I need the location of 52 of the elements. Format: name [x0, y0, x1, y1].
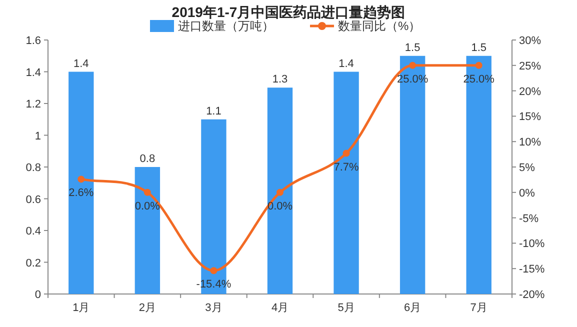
data-label: 1.1	[206, 105, 222, 118]
y2-tick-label: -20%	[519, 289, 545, 301]
point	[276, 188, 284, 196]
data-label: 1.5	[471, 42, 487, 54]
point	[144, 188, 151, 196]
y-tick-label: 1	[34, 130, 41, 142]
data-label: 1.5	[404, 42, 420, 54]
bar	[68, 72, 94, 294]
x-tick-label: 5月	[338, 302, 355, 314]
point	[342, 150, 350, 157]
x-tick-label: 7月	[470, 302, 488, 314]
x-tick-label: 4月	[271, 302, 289, 314]
bar	[267, 88, 293, 294]
x-tick-label: 3月	[205, 302, 222, 314]
data-label: 1.4	[73, 58, 89, 70]
y2-tick-label: -10%	[519, 238, 545, 250]
y2-tick-label: 30%	[519, 35, 542, 47]
y-tick-label: 1.6	[26, 35, 41, 47]
y-tick-label: 1.4	[26, 66, 41, 79]
y-tick-label: 0	[34, 289, 41, 301]
point	[475, 62, 482, 69]
y-tick-label: 1.2	[26, 98, 41, 110]
data-label: 1.4	[338, 58, 354, 70]
data-label: 2.6%	[68, 187, 94, 200]
point	[409, 62, 416, 69]
bar	[134, 167, 160, 294]
y2-tick-label: -15%	[519, 264, 545, 276]
data-label: 7.7%	[334, 161, 360, 174]
legend-label: 进口数量（万吨）	[178, 19, 274, 33]
x-tick-label: 6月	[404, 302, 422, 314]
y-tick-label: 0.2	[26, 257, 41, 270]
data-label: 0.0%	[134, 200, 160, 212]
bar	[334, 72, 359, 294]
point	[210, 267, 218, 274]
y2-tick-label: 5%	[519, 162, 536, 174]
legend-label: 数量同比（%）	[338, 19, 421, 33]
y2-tick-label: -5%	[519, 212, 539, 225]
x-tick-label: 2月	[138, 302, 156, 314]
y-tick-label: 0.8	[26, 162, 41, 174]
data-label: 0.8	[140, 153, 156, 165]
y2-tick-label: 25%	[519, 60, 542, 72]
point	[78, 176, 85, 183]
y2-tick-label: 0%	[519, 187, 536, 200]
x-tick-label: 1月	[72, 302, 90, 314]
y2-tick-label: 20%	[519, 86, 542, 98]
y2-tick-label: 10%	[519, 136, 542, 149]
data-label: 1.3	[272, 74, 288, 86]
y-tick-label: 0.6	[26, 194, 41, 206]
y2-tick-label: 15%	[519, 111, 542, 124]
y-tick-label: 0.4	[26, 226, 41, 238]
chart-title: 2019年1-7月中国医药品进口量趋势图	[172, 4, 406, 20]
data-label: 0.0%	[267, 200, 293, 212]
